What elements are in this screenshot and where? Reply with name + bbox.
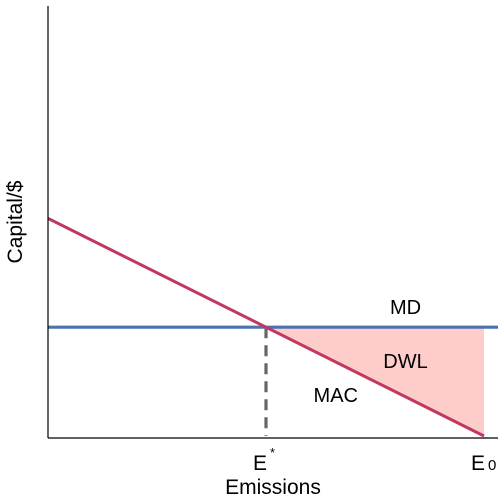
annotation-mac: MAC: [314, 385, 358, 407]
x-tick-label: E: [253, 452, 267, 475]
annotations: MD DWL MAC: [314, 297, 428, 407]
x-axis-label: Emissions: [225, 476, 321, 499]
x-tick-labels: E * E 0: [253, 445, 496, 475]
plot-area: [47, 217, 498, 438]
y-axis-label: Capital/$: [4, 180, 27, 263]
annotation-dwl: DWL: [383, 351, 427, 373]
series-line-mac: [47, 217, 485, 438]
axes: [47, 6, 498, 439]
x-tick-subscript: 0: [488, 457, 496, 474]
x-tick-label: E: [471, 452, 485, 475]
x-tick-superscript: *: [270, 445, 275, 460]
annotation-md: MD: [390, 297, 421, 319]
